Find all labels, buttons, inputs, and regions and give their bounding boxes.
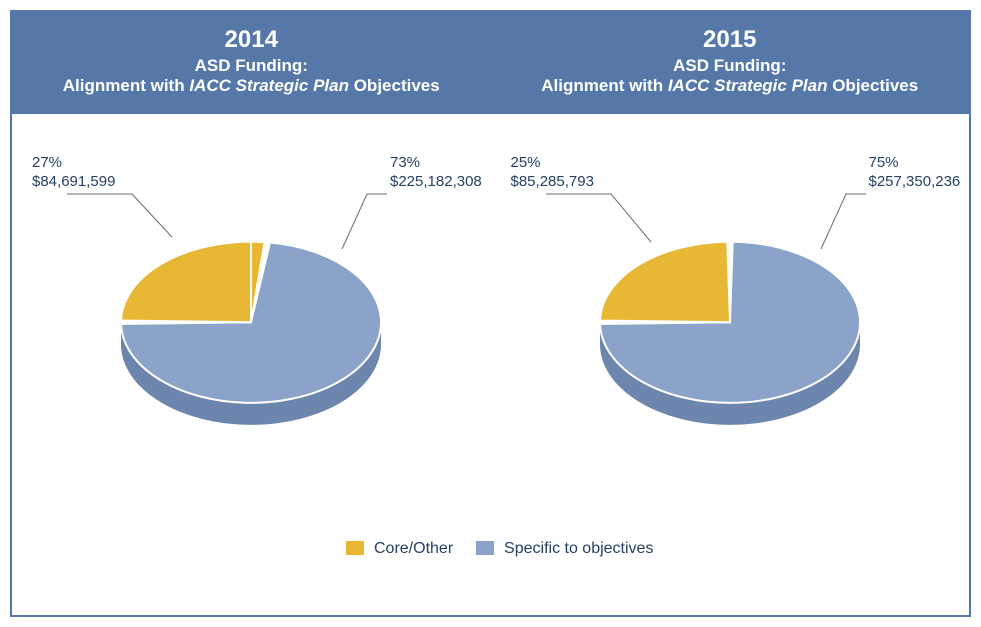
year-right: 2015 <box>491 26 970 54</box>
legend: Core/Other Specific to objectives <box>12 534 969 558</box>
chart-right-cell: 25% $85,285,793 75% $257,350,236 <box>491 114 970 534</box>
header-right: 2015 ASD Funding: Alignment with IACC St… <box>491 26 970 96</box>
subtitle2-left-italic: IACC Strategic Plan <box>189 76 349 95</box>
subtitle1-right: ASD Funding: <box>491 56 970 76</box>
header-left: 2014 ASD Funding: Alignment with IACC St… <box>12 26 491 96</box>
legend-swatch-spec <box>476 541 494 555</box>
year-left: 2014 <box>12 26 491 54</box>
figure-frame: 2014 ASD Funding: Alignment with IACC St… <box>10 10 971 617</box>
subtitle2-right-pre: Alignment with <box>541 76 668 95</box>
leader-right-spec <box>491 114 971 534</box>
legend-label-core: Core/Other <box>374 540 453 557</box>
header-banner: 2014 ASD Funding: Alignment with IACC St… <box>12 12 969 114</box>
subtitle2-left: Alignment with IACC Strategic Plan Objec… <box>12 76 491 96</box>
subtitle2-left-post: Objectives <box>349 76 440 95</box>
legend-label-spec: Specific to objectives <box>504 540 653 557</box>
subtitle2-right-post: Objectives <box>827 76 918 95</box>
charts-row: 27% $84,691,599 73% $225,182,308 25% $85… <box>12 114 969 534</box>
subtitle1-left: ASD Funding: <box>12 56 491 76</box>
leader-left-spec <box>12 114 492 534</box>
subtitle2-left-pre: Alignment with <box>63 76 190 95</box>
subtitle2-right: Alignment with IACC Strategic Plan Objec… <box>491 76 970 96</box>
chart-left-cell: 27% $84,691,599 73% $225,182,308 <box>12 114 491 534</box>
subtitle2-right-italic: IACC Strategic Plan <box>668 76 828 95</box>
legend-swatch-core <box>346 541 364 555</box>
